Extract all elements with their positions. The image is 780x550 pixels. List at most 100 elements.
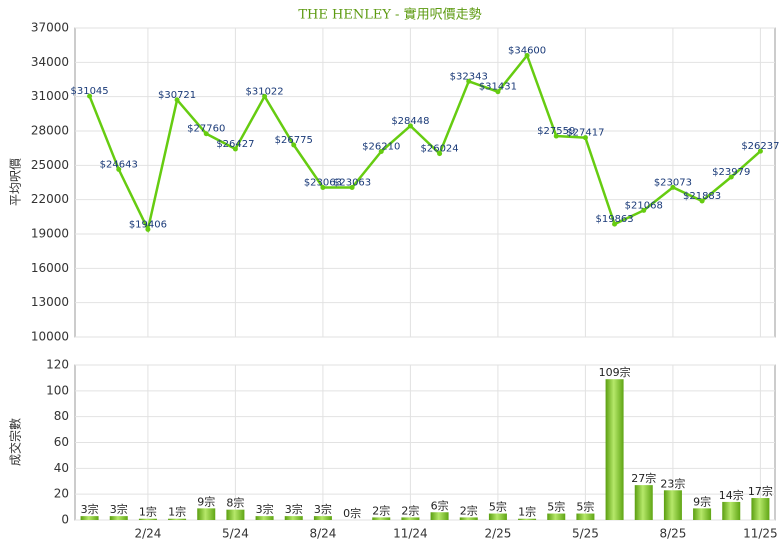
data-label: 3宗 (285, 502, 303, 516)
data-label: 27宗 (631, 471, 656, 485)
point (407, 123, 413, 129)
bar (168, 518, 187, 520)
data-label: $21068 (625, 200, 663, 211)
data-label: 109宗 (599, 365, 631, 379)
bar (372, 517, 391, 520)
data-label: $23063 (304, 178, 342, 189)
y-tick-label: 80 (54, 409, 69, 423)
bar (430, 512, 449, 520)
y-tick-label: 22000 (31, 192, 69, 206)
data-label: 3宗 (81, 502, 99, 516)
y-tick-label: 20 (54, 487, 69, 501)
data-label: $23073 (654, 177, 692, 188)
y-axis-label: 平均呎價 (9, 158, 23, 206)
point (349, 185, 355, 191)
bar (605, 379, 624, 520)
data-label: 2宗 (372, 503, 390, 517)
data-label: 5宗 (576, 500, 594, 514)
bar (284, 516, 303, 520)
data-label: $31431 (479, 82, 517, 93)
bar (313, 516, 332, 520)
x-tick-label: 2/24 (134, 527, 161, 541)
data-label: 3宗 (256, 502, 274, 516)
point (291, 142, 297, 148)
data-label: $24643 (100, 159, 138, 170)
data-label: $26210 (362, 141, 400, 152)
bar (722, 501, 741, 520)
data-label: 6宗 (431, 498, 449, 512)
data-label: 1宗 (518, 505, 536, 519)
data-label: 14宗 (719, 488, 744, 502)
y-tick-label: 25000 (31, 158, 69, 172)
bar (255, 516, 274, 520)
data-label: 5宗 (489, 500, 507, 514)
point (699, 198, 705, 204)
x-tick-label: 5/24 (222, 527, 249, 541)
y-tick-label: 37000 (31, 21, 69, 35)
data-label: 9宗 (693, 494, 711, 508)
x-tick-label: 5/25 (572, 527, 599, 541)
y-tick-label: 120 (46, 358, 69, 372)
data-label: $31022 (245, 86, 283, 97)
y-tick-label: 100 (46, 383, 69, 397)
point (728, 174, 734, 180)
y-tick-label: 0 (61, 513, 69, 527)
bar (109, 516, 128, 520)
point (495, 89, 501, 95)
data-label: 2宗 (401, 503, 419, 517)
y-tick-label: 40 (54, 461, 69, 475)
y-tick-label: 31000 (31, 89, 69, 103)
point (174, 97, 180, 103)
point (524, 52, 530, 58)
data-label: $27760 (187, 124, 225, 135)
data-label: 3宗 (314, 502, 332, 516)
data-label: 1宗 (168, 505, 186, 519)
data-label: 17宗 (748, 484, 773, 498)
data-label: $34600 (508, 45, 546, 56)
point (466, 78, 472, 84)
data-label: $32343 (450, 71, 488, 82)
point (641, 207, 647, 213)
data-label: $31045 (70, 86, 108, 97)
line (88, 52, 762, 234)
data-label: $26024 (420, 144, 458, 155)
data-label: 8宗 (226, 496, 244, 510)
y-tick-label: 28000 (31, 124, 69, 138)
bar (226, 509, 245, 520)
point (582, 135, 588, 141)
point (757, 148, 763, 154)
data-label: $30721 (158, 90, 196, 101)
data-label: 1宗 (139, 505, 157, 519)
y-tick-label: 16000 (31, 261, 69, 275)
data-label: $26427 (216, 139, 254, 150)
data-label: $23063 (333, 178, 371, 189)
point (437, 151, 443, 157)
point (203, 131, 209, 137)
y-tick-label: 34000 (31, 55, 69, 69)
data-label: 5宗 (547, 500, 565, 514)
point (670, 184, 676, 190)
x-tick-label: 2/25 (484, 527, 511, 541)
bar (663, 490, 682, 520)
bar (488, 513, 507, 520)
bar (547, 513, 566, 520)
point (87, 93, 93, 99)
data-label: 9宗 (197, 494, 215, 508)
y-tick-label: 10000 (31, 330, 69, 344)
data-label: $26237 (741, 141, 779, 152)
bar (518, 518, 537, 520)
data-label: 3宗 (110, 502, 128, 516)
data-label: $26775 (275, 135, 313, 146)
point (378, 148, 384, 154)
data-label: 0宗 (343, 506, 361, 520)
bar (693, 508, 712, 520)
data-label: $27417 (566, 128, 604, 139)
point (320, 185, 326, 191)
data-label: $21883 (683, 191, 721, 202)
y-tick-label: 19000 (31, 227, 69, 241)
data-label: $27559 (537, 126, 575, 137)
bar (197, 508, 216, 520)
data-label: $23979 (712, 167, 750, 178)
y-tick-label: 13000 (31, 295, 69, 309)
